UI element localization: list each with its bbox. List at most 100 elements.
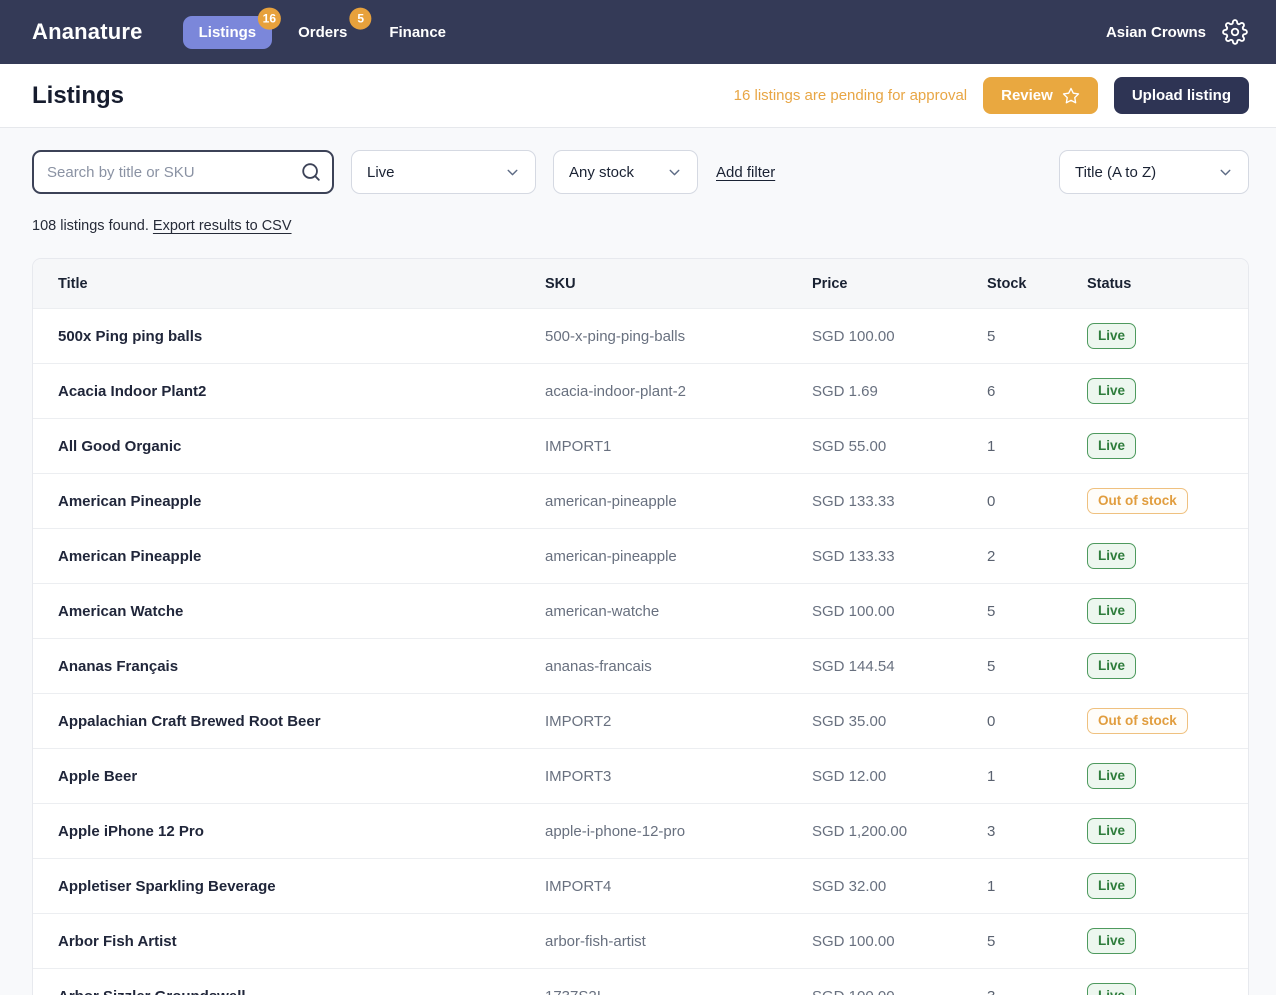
stock-filter-select[interactable]: Any stock	[553, 150, 698, 194]
settings-gear-icon[interactable]	[1222, 19, 1248, 45]
nav-tab-orders[interactable]: Orders 5	[282, 7, 372, 49]
table-row[interactable]: Ananas Français ananas-francais SGD 144.…	[33, 638, 1248, 693]
status-badge: Out of stock	[1087, 707, 1188, 735]
sort-select[interactable]: Title (A to Z)	[1059, 150, 1249, 194]
table-row[interactable]: 500x Ping ping balls 500-x-ping-ping-bal…	[33, 308, 1248, 363]
listing-sku: IMPORT3	[545, 767, 612, 785]
listing-title: 500x Ping ping balls	[58, 327, 203, 345]
nav-tab-listings-label: Listings	[198, 23, 257, 41]
table-row[interactable]: American Pineapple american-pineapple SG…	[33, 473, 1248, 528]
listing-price: SGD 1,200.00	[812, 822, 908, 840]
chevron-down-icon	[669, 169, 680, 175]
status-badge: Live	[1087, 872, 1137, 900]
pending-approval-note: 16 listings are pending for approval	[733, 87, 968, 104]
status-filter-value: Live	[367, 163, 395, 181]
listing-stock: 5	[987, 657, 996, 675]
listing-price: SGD 100.00	[812, 327, 895, 345]
upload-listing-button[interactable]: Upload listing	[1113, 77, 1249, 114]
brand-logo: Ananature	[32, 19, 143, 44]
listing-sku: 500-x-ping-ping-balls	[545, 327, 686, 345]
status-filter-select[interactable]: Live	[351, 150, 536, 194]
search-input[interactable]	[32, 150, 334, 194]
orders-count-badge: 5	[349, 7, 372, 30]
nav-tab-finance[interactable]: Finance	[373, 16, 462, 49]
listing-sku: 1737S2I	[545, 988, 812, 995]
listing-title: Appletiser Sparkling Beverage	[58, 877, 276, 895]
table-row[interactable]: Appalachian Craft Brewed Root Beer IMPOR…	[33, 693, 1248, 748]
status-badge: Live	[1087, 927, 1137, 955]
nav-tab-listings[interactable]: Listings 16	[182, 7, 282, 49]
listing-price: SGD 32.00	[812, 877, 887, 895]
listing-stock: 1	[987, 767, 996, 785]
status-badge: Live	[1087, 322, 1137, 350]
content-area: Live Any stock Add filter Title (A to Z)…	[0, 128, 1276, 995]
account-name: Asian Crowns	[1105, 23, 1206, 41]
add-filter-link[interactable]: Add filter	[716, 163, 776, 181]
results-summary: 108 listings found. Export results to CS…	[32, 218, 1249, 234]
status-badge: Live	[1087, 762, 1137, 790]
listing-sku: IMPORT2	[545, 712, 612, 730]
sort-value: Title (A to Z)	[1075, 163, 1157, 181]
listing-price: SGD 100.00	[812, 988, 987, 995]
listing-sku: american-pineapple	[545, 492, 677, 510]
main-nav: Listings 16 Orders 5 Finance	[182, 7, 462, 49]
listing-title: Appalachian Craft Brewed Root Beer	[58, 712, 321, 730]
chevron-down-icon	[507, 169, 518, 175]
listing-price: SGD 55.00	[812, 437, 887, 455]
listings-table: Title SKU Price Stock Status 500x Ping p…	[32, 258, 1249, 995]
listing-sku: american-pineapple	[545, 547, 677, 565]
table-row[interactable]: All Good Organic IMPORT1 SGD 55.00 1 Liv…	[33, 418, 1248, 473]
listing-title: Ananas Français	[58, 657, 179, 675]
listing-title: American Pineapple	[58, 547, 202, 565]
listing-stock: 1	[987, 877, 996, 895]
table-row[interactable]: American Watche american-watche SGD 100.…	[33, 583, 1248, 638]
listing-sku: IMPORT1	[545, 437, 612, 455]
table-row[interactable]: Arbor Sizzler Groundswell 1737S2I SGD 10…	[33, 968, 1248, 995]
listing-price: SGD 35.00	[812, 712, 887, 730]
upload-listing-label: Upload listing	[1131, 87, 1231, 104]
listing-sku: american-watche	[545, 602, 660, 620]
status-badge: Live	[1087, 817, 1137, 845]
table-row[interactable]: American Pineapple american-pineapple SG…	[33, 528, 1248, 583]
star-icon	[1062, 87, 1080, 103]
listing-stock: 0	[987, 492, 996, 510]
table-header-row: Title SKU Price Stock Status	[33, 259, 1248, 308]
review-button[interactable]: Review	[983, 77, 1098, 114]
export-csv-link[interactable]: Export results to CSV	[152, 218, 292, 234]
listing-stock: 6	[987, 382, 996, 400]
status-badge: Live	[1087, 597, 1137, 625]
column-header-sku: SKU	[545, 275, 576, 292]
listing-sku: apple-i-phone-12-pro	[545, 822, 686, 840]
listing-price: SGD 100.00	[812, 602, 895, 620]
listing-sku: IMPORT4	[545, 877, 612, 895]
column-header-price: Price	[812, 275, 848, 292]
table-row[interactable]: Acacia Indoor Plant2 acacia-indoor-plant…	[33, 363, 1248, 418]
listing-title: Arbor Fish Artist	[58, 932, 177, 950]
table-row[interactable]: Arbor Fish Artist arbor-fish-artist SGD …	[33, 913, 1248, 968]
table-row[interactable]: Apple iPhone 12 Pro apple-i-phone-12-pro…	[33, 803, 1248, 858]
listing-price: SGD 133.33	[812, 547, 895, 565]
filter-bar: Live Any stock Add filter Title (A to Z)	[32, 150, 1249, 194]
listings-count-badge: 16	[257, 7, 282, 30]
listing-price: SGD 144.54	[812, 657, 895, 675]
listing-price: SGD 12.00	[812, 767, 887, 785]
listing-sku: arbor-fish-artist	[545, 932, 646, 950]
listing-title: Apple Beer	[58, 767, 138, 785]
status-badge: Live	[1087, 652, 1137, 680]
listing-stock: 5	[987, 932, 996, 950]
listing-stock: 0	[987, 712, 996, 730]
listing-stock: 5	[987, 602, 996, 620]
table-body: 500x Ping ping balls 500-x-ping-ping-bal…	[33, 308, 1248, 995]
status-badge: Live	[1087, 982, 1137, 995]
status-badge: Live	[1087, 432, 1137, 460]
chevron-down-icon	[1220, 169, 1231, 175]
listing-title: American Watche	[58, 602, 184, 620]
results-count: 108 listings found.	[32, 218, 149, 234]
listing-title: Acacia Indoor Plant2	[58, 382, 207, 400]
review-button-label: Review	[1001, 87, 1053, 104]
status-badge: Live	[1087, 542, 1137, 570]
table-row[interactable]: Appletiser Sparkling Beverage IMPORT4 SG…	[33, 858, 1248, 913]
listing-title: Arbor Sizzler Groundswell	[58, 988, 545, 995]
table-row[interactable]: Apple Beer IMPORT3 SGD 12.00 1 Live	[33, 748, 1248, 803]
column-header-stock: Stock	[987, 275, 1027, 292]
